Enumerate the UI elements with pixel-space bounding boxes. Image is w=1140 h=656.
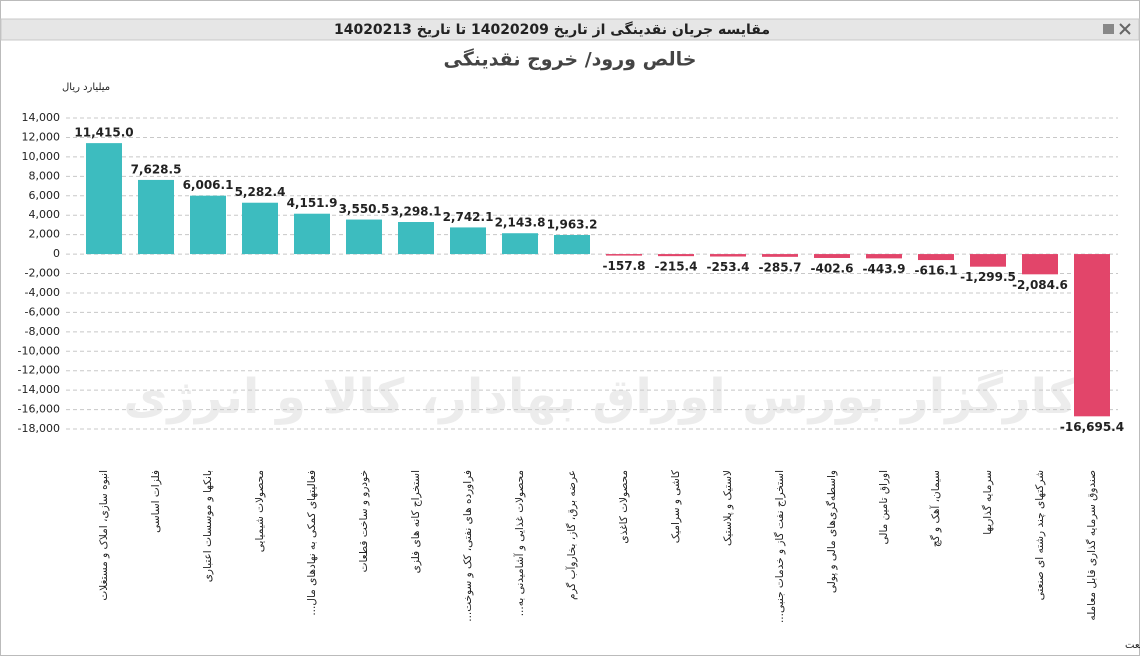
bar bbox=[294, 213, 330, 255]
y-tick-label: -16,000 bbox=[18, 403, 60, 416]
value-label: -402.6 bbox=[811, 261, 854, 275]
value-label: -2,084.6 bbox=[1012, 278, 1068, 292]
bar bbox=[190, 195, 226, 255]
value-label: -285.7 bbox=[759, 260, 802, 274]
y-tick-label: 2,000 bbox=[29, 228, 61, 241]
window-title: مقایسه جریان نقدینگی از تاریخ 14020209 ت… bbox=[334, 21, 770, 38]
bar bbox=[398, 222, 434, 255]
bar bbox=[242, 202, 278, 255]
x-tick-label: محصولات کاغذی bbox=[618, 470, 630, 544]
x-tick-label: محصولات غذایی و آشامیدنی به... bbox=[513, 470, 526, 616]
y-tick-label: 8,000 bbox=[29, 169, 61, 182]
x-tick-label: واسطه‌گری‌های مالی و پولی bbox=[825, 470, 838, 593]
title-bar bbox=[0, 18, 1140, 41]
chart-title: خالص ورود/ خروج نقدینگی bbox=[444, 48, 697, 71]
value-label: 3,298.1 bbox=[391, 205, 442, 219]
y-tick-label: -2,000 bbox=[25, 267, 60, 280]
y-tick-label: -10,000 bbox=[18, 344, 60, 357]
x-tick-label: استخراج کانه های فلزی bbox=[410, 470, 422, 573]
value-label: 7,628.5 bbox=[131, 162, 182, 176]
x-tick-label: صندوق سرمایه گذاری قابل معامله bbox=[1085, 470, 1098, 621]
bar bbox=[554, 234, 590, 255]
bar bbox=[1022, 254, 1058, 275]
x-tick-label: سرمایه گذاریها bbox=[981, 470, 994, 535]
y-tick-label: -6,000 bbox=[25, 305, 60, 318]
value-label: -1,299.5 bbox=[960, 270, 1016, 284]
close-icon[interactable] bbox=[1119, 23, 1131, 35]
value-label: 4,151.9 bbox=[287, 196, 338, 210]
x-tick-label: محصولات شیمیایی bbox=[254, 470, 266, 552]
x-tick-label: فراورده های نفتی، کک و سوخت... bbox=[462, 470, 474, 622]
x-tick-label: اوراق تامین مالی bbox=[878, 470, 890, 544]
x-axis-label: صنعت bbox=[1125, 640, 1140, 651]
value-label: 6,006.1 bbox=[183, 178, 234, 192]
x-tick-label: کاشی و سرامیک bbox=[670, 470, 682, 543]
x-tick-label: لاستیک و پلاستیک bbox=[722, 470, 734, 546]
x-tick-label: شرکتهای چند رشته ای صنعتی bbox=[1034, 470, 1046, 600]
bar bbox=[138, 179, 174, 255]
bar bbox=[970, 254, 1006, 267]
y-tick-label: -8,000 bbox=[25, 325, 60, 338]
value-label: 2,143.8 bbox=[495, 216, 546, 230]
value-label: -253.4 bbox=[707, 260, 750, 274]
x-tick-label: خودرو و ساخت قطعات bbox=[358, 470, 370, 572]
value-label: 2,742.1 bbox=[443, 210, 494, 224]
y-tick-label: -14,000 bbox=[18, 383, 60, 396]
bar bbox=[606, 254, 642, 256]
y-tick-label: 6,000 bbox=[29, 189, 61, 202]
x-tick-label: استخراج نفت گاز و خدمات جنبی... bbox=[773, 470, 786, 623]
bar bbox=[502, 233, 538, 255]
bar bbox=[762, 254, 798, 257]
y-axis-label: میلیارد ریال bbox=[62, 82, 110, 93]
y-tick-label: 14,000 bbox=[22, 111, 61, 124]
x-tick-label: سیمان، آهک و گچ bbox=[929, 470, 942, 547]
y-tick-label: 0 bbox=[53, 247, 60, 260]
bar bbox=[658, 254, 694, 257]
y-tick-label: 12,000 bbox=[22, 130, 61, 143]
x-tick-label: انبوه سازی، املاک و مستغلات bbox=[98, 470, 110, 601]
bar bbox=[866, 254, 902, 259]
bar bbox=[710, 254, 746, 257]
bar bbox=[918, 254, 954, 261]
x-tick-label: بانکها و موسسات اعتباری bbox=[202, 470, 214, 582]
value-label: 5,282.4 bbox=[235, 185, 286, 199]
x-tick-label: فلزات اساسی bbox=[150, 470, 162, 533]
y-tick-label: -18,000 bbox=[18, 422, 60, 435]
x-tick-label: فعالیتهای کمکی به نهادهای مال... bbox=[306, 470, 318, 616]
value-label: 11,415.0 bbox=[74, 126, 133, 140]
bar bbox=[450, 227, 486, 255]
value-label: -616.1 bbox=[915, 264, 958, 278]
bar bbox=[86, 143, 122, 255]
value-label: -443.9 bbox=[863, 262, 906, 276]
y-tick-label: 10,000 bbox=[22, 150, 61, 163]
x-tick-label: عرضه برق، گاز، بخاروآب گرم bbox=[565, 470, 578, 600]
watermark: کارگزار بورس اوراق بهادار، کالا و انرژی bbox=[123, 369, 1076, 425]
value-label: -215.4 bbox=[655, 260, 698, 274]
y-tick-label: 4,000 bbox=[29, 208, 61, 221]
y-tick-label: -4,000 bbox=[25, 286, 60, 299]
value-label: -157.8 bbox=[603, 259, 646, 273]
bar bbox=[814, 254, 850, 258]
value-label: 1,963.2 bbox=[547, 217, 598, 231]
bar bbox=[346, 219, 382, 255]
value-label: 3,550.5 bbox=[339, 202, 390, 216]
value-label: -16,695.4 bbox=[1060, 420, 1124, 434]
bar bbox=[1074, 254, 1110, 417]
y-tick-label: -12,000 bbox=[18, 364, 60, 377]
print-icon[interactable] bbox=[1103, 24, 1114, 34]
